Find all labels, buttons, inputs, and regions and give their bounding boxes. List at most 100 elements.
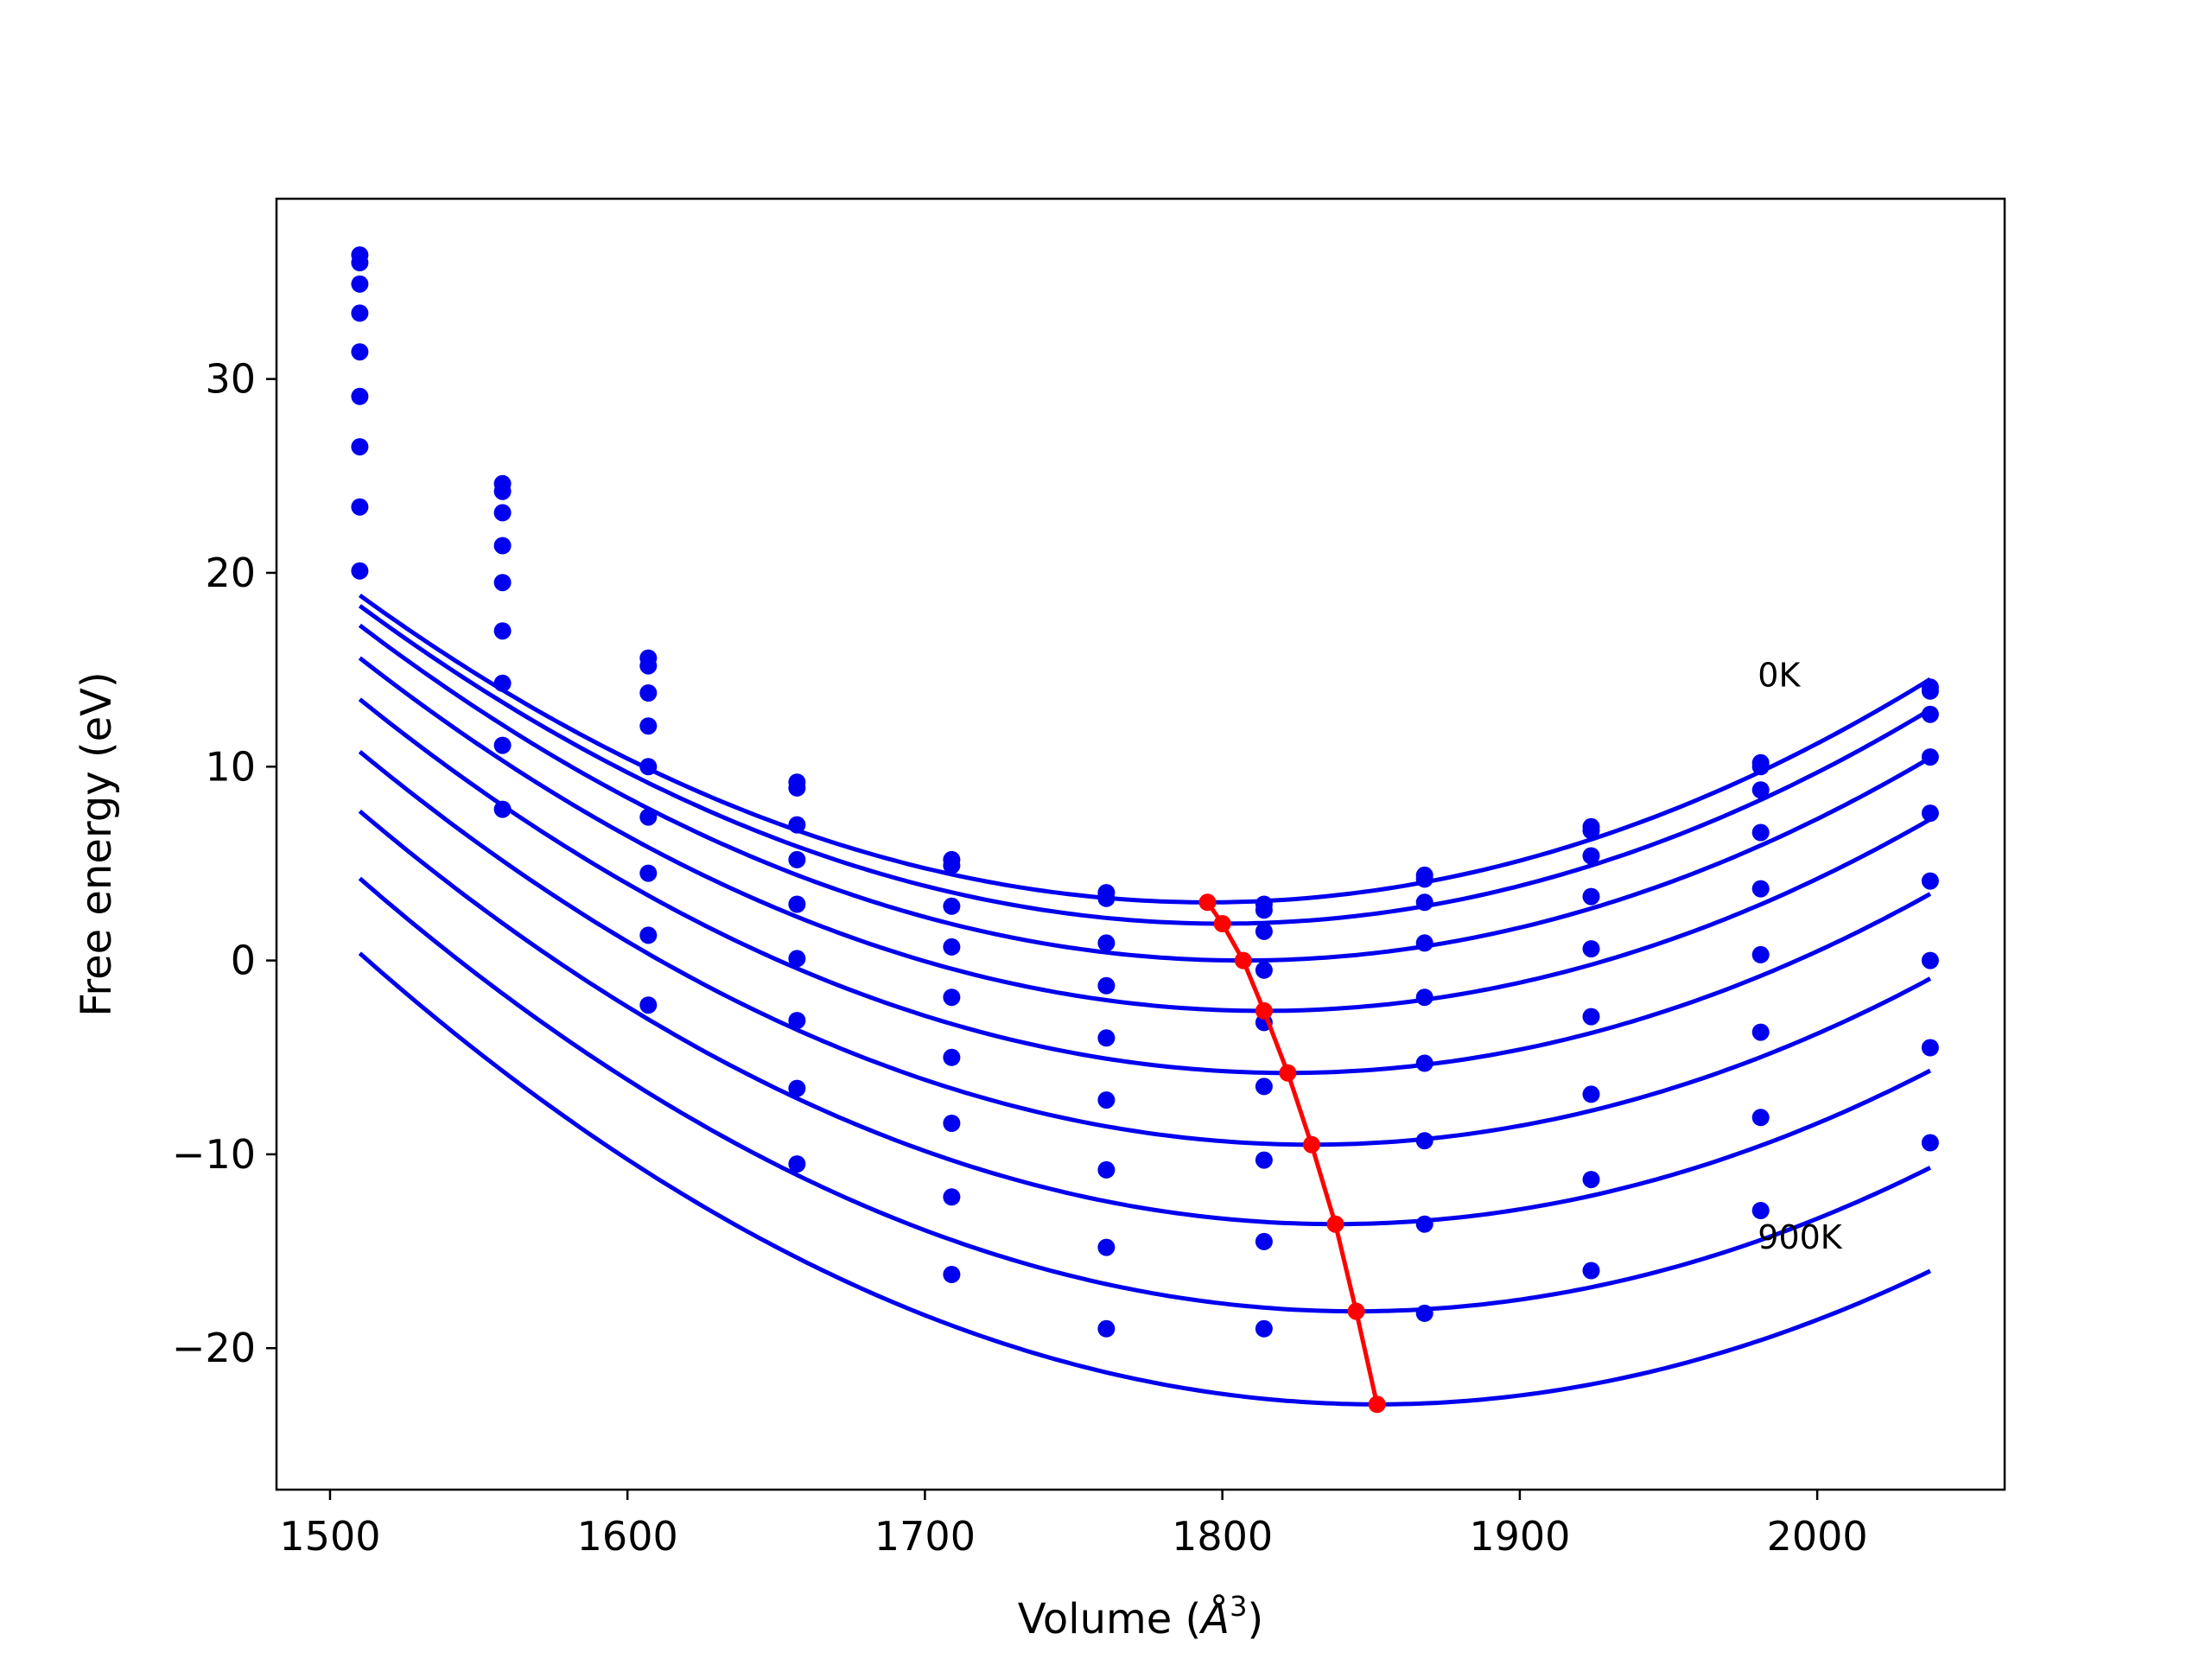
data-point-5-10	[1921, 872, 1939, 890]
data-point-8-4	[943, 1266, 961, 1283]
data-point-8-2	[639, 996, 658, 1014]
data-point-3-10	[1921, 748, 1939, 766]
data-point-4-10	[1921, 804, 1939, 823]
fit-curve-6	[358, 809, 1932, 1227]
data-point-8-6	[1255, 1319, 1273, 1338]
data-point-7-7	[1415, 1215, 1433, 1233]
data-point-6-1	[493, 674, 512, 692]
x-tick-label-1: 1600	[577, 1513, 678, 1560]
y-tick-label-3: 10	[205, 743, 256, 790]
data-point-7-1	[493, 736, 512, 754]
data-point-1-8	[1582, 822, 1600, 840]
data-point-4-8	[1582, 940, 1600, 958]
data-point-7-4	[943, 1188, 961, 1206]
fit-curve-0	[358, 593, 1932, 905]
fit-curve-3	[358, 656, 1932, 1014]
data-point-6-3	[788, 1012, 806, 1030]
equilibrium-point-7	[1347, 1302, 1365, 1320]
data-point-1-2	[639, 657, 658, 675]
x-tick-label-2: 1700	[874, 1513, 976, 1560]
equilibrium-point-6	[1326, 1215, 1344, 1233]
data-point-8-8	[1582, 1262, 1600, 1280]
x-tick-label-0: 1500	[279, 1513, 380, 1560]
data-point-4-4	[943, 988, 961, 1007]
data-point-4-1	[493, 574, 512, 592]
x-axis-label-close: )	[1247, 1595, 1263, 1643]
equilibrium-point-8	[1368, 1395, 1386, 1414]
data-point-3-0	[351, 304, 369, 322]
data-point-7-3	[788, 1079, 806, 1097]
data-point-1-1	[493, 482, 512, 500]
data-point-8-7	[1415, 1304, 1433, 1322]
data-point-7-0	[351, 498, 369, 516]
data-point-4-9	[1751, 880, 1770, 898]
data-point-2-8	[1582, 847, 1600, 865]
data-point-7-5	[1097, 1238, 1116, 1256]
data-point-1-7	[1415, 870, 1433, 888]
data-point-4-7	[1415, 988, 1433, 1007]
data-point-6-10	[1921, 951, 1939, 969]
x-tick-label-3: 1800	[1172, 1513, 1273, 1560]
fit-curve-7	[358, 876, 1932, 1314]
annotations: 0K 900K	[1758, 657, 1843, 1257]
data-point-3-6	[1255, 961, 1273, 979]
data-point-2-6	[1255, 922, 1273, 940]
data-point-3-1	[493, 537, 512, 555]
data-point-5-9	[1751, 945, 1770, 963]
data-point-5-1	[493, 622, 512, 640]
fit-curve-4	[358, 697, 1932, 1076]
x-axis-label-text: Volume (	[1018, 1595, 1202, 1643]
data-point-1-9	[1751, 758, 1770, 776]
equilibrium-point-5	[1302, 1135, 1320, 1154]
x-axis: 1500 1600 1700 1800 1900 2000	[279, 1490, 1868, 1560]
data-point-8-10	[1921, 1134, 1939, 1152]
data-point-6-5	[1097, 1160, 1116, 1179]
equilibrium-point-4	[1279, 1064, 1297, 1082]
data-point-4-5	[1097, 1029, 1116, 1047]
y-tick-label-4: 20	[205, 550, 256, 596]
data-point-8-0	[351, 562, 369, 580]
fit-curve-5	[358, 749, 1932, 1147]
data-point-5-2	[639, 808, 658, 826]
data-point-6-6	[1255, 1151, 1273, 1169]
y-tick-label-2: 0	[231, 938, 256, 984]
annotation-1: 900K	[1758, 1218, 1843, 1256]
data-point-7-8	[1582, 1171, 1600, 1189]
data-point-6-4	[943, 1115, 961, 1132]
equilibrium-point-1	[1213, 915, 1231, 932]
equilibrium-point-3	[1255, 1001, 1273, 1020]
data-point-5-8	[1582, 1007, 1600, 1026]
data-point-5-7	[1415, 1054, 1433, 1072]
data-point-3-9	[1751, 823, 1770, 842]
data-point-2-0	[351, 275, 369, 293]
data-point-1-6	[1255, 901, 1273, 919]
fit-curve-2	[358, 623, 1932, 963]
data-point-2-7	[1415, 893, 1433, 912]
data-point-8-3	[788, 1155, 806, 1173]
data-point-5-5	[1097, 1091, 1116, 1109]
data-point-7-6	[1255, 1232, 1273, 1250]
axes-frame	[275, 197, 2006, 1491]
data-point-6-9	[1751, 1023, 1770, 1041]
data-point-5-6	[1255, 1077, 1273, 1096]
data-point-6-7	[1415, 1132, 1433, 1150]
y-tick-label-0: −20	[172, 1325, 256, 1371]
data-point-2-1	[493, 504, 512, 522]
data-point-7-2	[639, 926, 658, 944]
annotation-0: 0K	[1758, 657, 1801, 695]
equilibrium-point-0	[1198, 893, 1217, 912]
x-tick-label-5: 2000	[1767, 1513, 1868, 1560]
plot-area	[351, 246, 1939, 1414]
data-point-2-9	[1751, 781, 1770, 799]
data-point-1-5	[1097, 889, 1116, 907]
data-point-3-2	[639, 717, 658, 735]
data-point-5-4	[943, 1048, 961, 1066]
x-axis-label: Volume (Å3)	[1018, 1590, 1263, 1643]
data-point-6-2	[639, 864, 658, 882]
data-point-5-0	[351, 387, 369, 405]
fit-curve-1	[358, 604, 1932, 926]
data-point-6-0	[351, 438, 369, 456]
y-tick-label-5: 30	[205, 356, 256, 403]
